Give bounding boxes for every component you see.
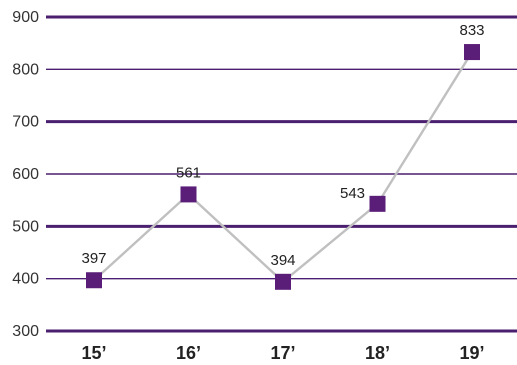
data-point-marker bbox=[369, 195, 386, 212]
y-axis-tick-label: 900 bbox=[12, 9, 39, 26]
y-axis-tick-label: 800 bbox=[12, 61, 39, 78]
x-axis-tick-labels: 15’ 16’ 17’ 18’ 19’ bbox=[81, 343, 484, 363]
data-labels-layer: 397 561 394 543 833 bbox=[81, 22, 484, 269]
data-label: 833 bbox=[459, 22, 484, 39]
y-axis-tick-labels: 300 400 500 600 700 800 900 bbox=[12, 9, 39, 340]
x-axis-tick-label: 15’ bbox=[81, 343, 106, 363]
data-label: 394 bbox=[270, 252, 295, 269]
y-axis-tick-label: 700 bbox=[12, 114, 39, 131]
y-axis-tick-label: 500 bbox=[12, 218, 39, 235]
series-line bbox=[92, 50, 474, 284]
data-point-marker bbox=[180, 186, 197, 203]
gridlines bbox=[46, 15, 517, 333]
data-label: 397 bbox=[81, 250, 106, 267]
series-line-layer bbox=[92, 50, 474, 284]
data-label: 561 bbox=[176, 164, 201, 181]
x-axis-tick-label: 16’ bbox=[176, 343, 201, 363]
y-axis-tick-label: 600 bbox=[12, 166, 39, 183]
data-point-marker bbox=[86, 272, 102, 289]
y-axis-tick-label: 300 bbox=[12, 323, 39, 340]
x-axis-tick-label: 18’ bbox=[365, 343, 390, 363]
data-label: 543 bbox=[340, 185, 365, 202]
x-axis-tick-label: 17’ bbox=[270, 343, 295, 363]
data-point-marker bbox=[275, 273, 291, 290]
data-point-marker bbox=[464, 44, 480, 61]
x-axis-tick-label: 19’ bbox=[459, 343, 484, 363]
y-axis-tick-label: 400 bbox=[12, 271, 39, 288]
markers-layer bbox=[86, 44, 480, 290]
